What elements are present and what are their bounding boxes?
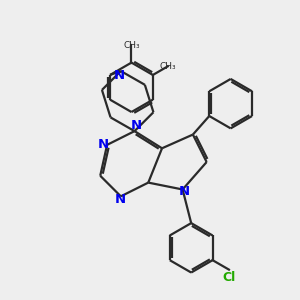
Text: CH₃: CH₃ (123, 41, 140, 50)
Text: N: N (179, 185, 190, 198)
Text: N: N (113, 69, 125, 82)
Text: N: N (131, 119, 142, 133)
Text: N: N (98, 138, 109, 152)
Text: CH₃: CH₃ (159, 62, 176, 71)
Text: Cl: Cl (222, 271, 236, 284)
Text: N: N (115, 193, 126, 206)
